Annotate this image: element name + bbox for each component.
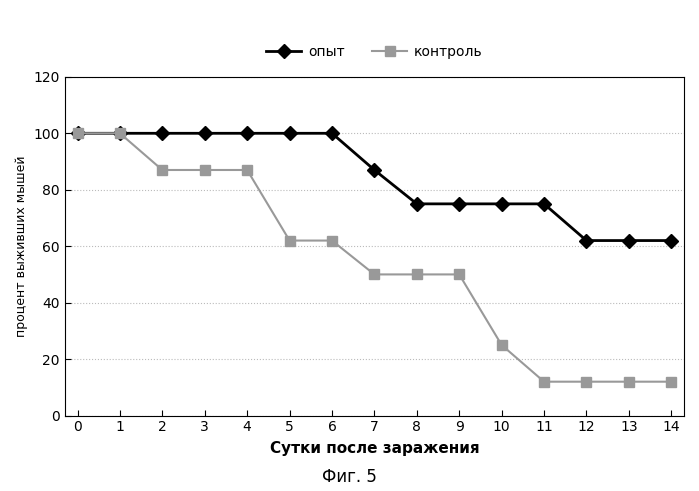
X-axis label: Сутки после заражения: Сутки после заражения bbox=[270, 441, 480, 456]
опыт bbox=[370, 167, 379, 173]
контроль bbox=[455, 272, 463, 277]
контроль bbox=[328, 238, 336, 244]
Y-axis label: процент выживших мышей: процент выживших мышей bbox=[15, 156, 28, 337]
контроль bbox=[625, 379, 633, 384]
опыт bbox=[158, 130, 166, 136]
контроль bbox=[498, 342, 506, 348]
опыт bbox=[201, 130, 209, 136]
контроль bbox=[73, 130, 82, 136]
опыт bbox=[540, 201, 548, 207]
опыт bbox=[667, 238, 675, 244]
контроль bbox=[201, 167, 209, 173]
Line: опыт: опыт bbox=[73, 129, 676, 246]
контроль bbox=[667, 379, 675, 384]
Line: контроль: контроль bbox=[73, 129, 676, 386]
контроль bbox=[243, 167, 252, 173]
опыт bbox=[412, 201, 421, 207]
контроль bbox=[370, 272, 379, 277]
контроль bbox=[540, 379, 548, 384]
опыт bbox=[455, 201, 463, 207]
опыт bbox=[328, 130, 336, 136]
опыт bbox=[73, 130, 82, 136]
контроль bbox=[582, 379, 591, 384]
контроль bbox=[116, 130, 124, 136]
опыт bbox=[285, 130, 294, 136]
опыт bbox=[243, 130, 252, 136]
контроль bbox=[412, 272, 421, 277]
контроль bbox=[158, 167, 166, 173]
опыт bbox=[582, 238, 591, 244]
Legend: опыт, контроль: опыт, контроль bbox=[261, 40, 488, 65]
опыт bbox=[498, 201, 506, 207]
опыт bbox=[625, 238, 633, 244]
контроль bbox=[285, 238, 294, 244]
опыт bbox=[116, 130, 124, 136]
Text: Фиг. 5: Фиг. 5 bbox=[322, 468, 377, 486]
